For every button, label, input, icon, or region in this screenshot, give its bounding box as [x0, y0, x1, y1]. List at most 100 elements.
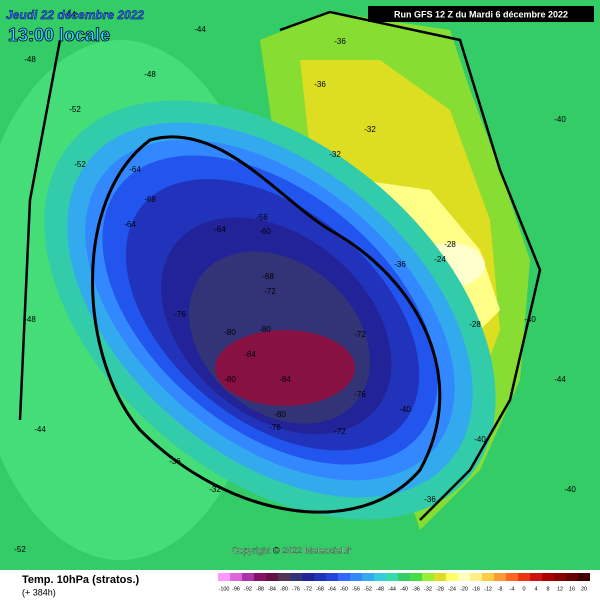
scale-swatch: [302, 573, 314, 581]
scale-swatch: [338, 573, 350, 581]
scale-label: -4: [510, 586, 515, 592]
footer-title: Temp. 10hPa (stratos.): [22, 574, 139, 586]
scale-label: -12: [484, 586, 492, 592]
scale-swatch: [278, 573, 290, 581]
contour-label: -48: [24, 315, 36, 324]
contour-label: -80: [259, 325, 271, 334]
scale-label: -88: [256, 586, 264, 592]
contour-label: -64: [124, 220, 136, 229]
contour-label: -72: [354, 330, 366, 339]
scale-label: 0: [522, 586, 525, 592]
contour-label: -80: [224, 375, 236, 384]
contour-label: -84: [279, 375, 291, 384]
scale-label: -56: [352, 586, 360, 592]
region: [215, 330, 355, 406]
contour-label: -52: [69, 105, 81, 114]
scale-swatch: [314, 573, 326, 581]
scale-swatch: [326, 573, 338, 581]
contour-label: -36: [334, 37, 346, 46]
contour-label: -40: [474, 435, 486, 444]
contour-label: -64: [214, 225, 226, 234]
scale-label: -96: [232, 586, 240, 592]
contour-label: -36: [169, 457, 181, 466]
scale-label: 12: [557, 586, 563, 592]
scale-swatch: [470, 573, 482, 581]
contour: [18, 10, 542, 521]
contour-label: -32: [329, 150, 341, 159]
contour-label: -28: [469, 320, 481, 329]
scale-swatch: [542, 573, 554, 581]
scale-label: -16: [472, 586, 480, 592]
scale-swatch: [362, 573, 374, 581]
scale-swatch: [518, 573, 530, 581]
scale-swatch: [530, 573, 542, 581]
contour-label: -40: [524, 315, 536, 324]
contour-label: -68: [262, 272, 274, 281]
contour-label: -36: [424, 495, 436, 504]
contour-label: -76: [269, 423, 281, 432]
scale-label: -24: [448, 586, 456, 592]
scale-label: -44: [388, 586, 396, 592]
scale-swatch: [422, 573, 434, 581]
contour-label: -80: [224, 328, 236, 337]
scale-swatch: [218, 573, 230, 581]
contour-label: -36: [394, 260, 406, 269]
contour-label: -44: [194, 25, 206, 34]
contour-label: -40: [399, 405, 411, 414]
scale-label: -20: [460, 586, 468, 592]
scale-label: -68: [316, 586, 324, 592]
scale-label: -60: [340, 586, 348, 592]
scale-label: -92: [244, 586, 252, 592]
contour-label: -52: [74, 160, 86, 169]
scale-label: -64: [328, 586, 336, 592]
scale-label: -80: [280, 586, 288, 592]
scale-swatch: [578, 573, 590, 581]
copyright: Copyright © 2022 Meteociel.fr: [232, 545, 351, 555]
contour-label: -48: [144, 70, 156, 79]
contour-label: -52: [14, 545, 26, 554]
scale-swatch: [266, 573, 278, 581]
scale-label: -28: [436, 586, 444, 592]
scale-label: -72: [304, 586, 312, 592]
scale-swatch: [230, 573, 242, 581]
local-time: 13:00 locale: [8, 25, 110, 45]
contour-label: -32: [364, 125, 376, 134]
contour-label: -76: [354, 390, 366, 399]
footer-lead: (+ 384h): [22, 587, 56, 597]
scale-label: -76: [292, 586, 300, 592]
contour-label: -80: [274, 410, 286, 419]
contour-label: -76: [174, 310, 186, 319]
contour-label: -44: [34, 425, 46, 434]
scale-swatch: [458, 573, 470, 581]
scale-swatch: [386, 573, 398, 581]
scale-label: -84: [268, 586, 276, 592]
contour-label: -72: [264, 287, 276, 296]
scale-swatch: [254, 573, 266, 581]
contour-label: -40: [564, 485, 576, 494]
contour-label: -44: [554, 375, 566, 384]
contour-label: -68: [144, 195, 156, 204]
scale-swatch: [398, 573, 410, 581]
scale-swatch: [494, 573, 506, 581]
contour-label: -84: [244, 350, 256, 359]
run-box: [368, 6, 594, 22]
scale-label: -8: [498, 586, 503, 592]
scale-label: 8: [546, 586, 549, 592]
scale-label: -40: [400, 586, 408, 592]
scale-swatch: [434, 573, 446, 581]
scale-swatch: [446, 573, 458, 581]
contour-label: -32: [209, 485, 221, 494]
contour-label: -60: [259, 227, 271, 236]
scale-swatch: [290, 573, 302, 581]
scale-label: 4: [534, 586, 537, 592]
scale-label: -36: [412, 586, 420, 592]
scale-label: -48: [376, 586, 384, 592]
scale-label: -100: [218, 586, 229, 592]
scale-swatch: [506, 573, 518, 581]
scale-swatch: [410, 573, 422, 581]
contour-label: -28: [444, 240, 456, 249]
contour-label: -40: [554, 115, 566, 124]
contour-label: -24: [434, 255, 446, 264]
scale-swatch: [242, 573, 254, 581]
